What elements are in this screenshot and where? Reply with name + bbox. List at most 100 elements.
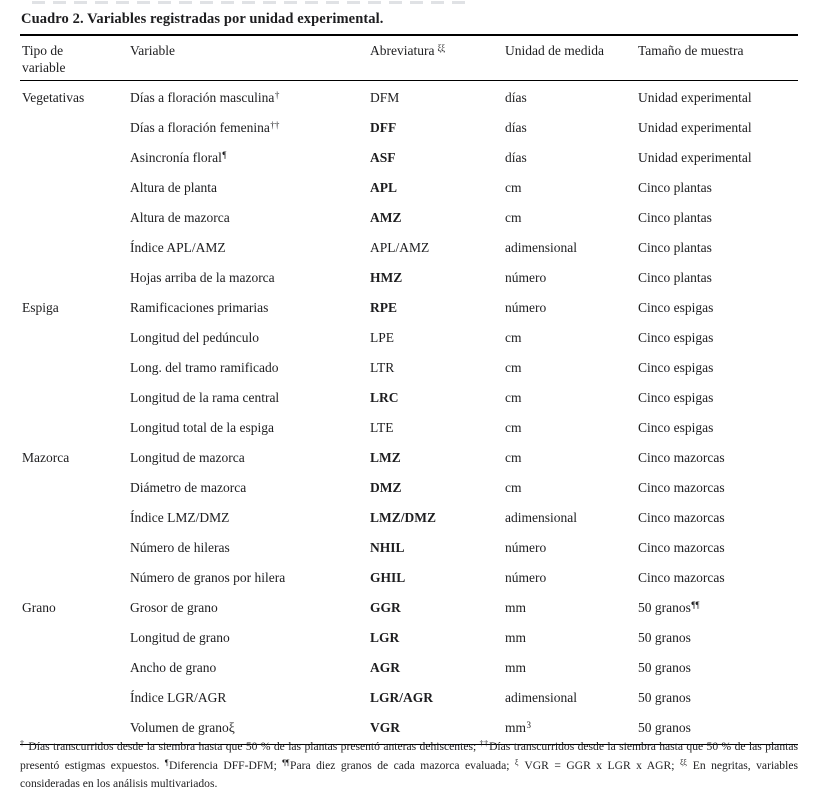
row-variable: Grosor de grano [130, 600, 218, 615]
row-sample-size: 50 granos¶¶ [638, 600, 700, 615]
row-abbreviation: APL/AMZ [370, 240, 430, 255]
row-sample-size: Cinco plantas [638, 240, 712, 255]
row-group-label [20, 233, 128, 263]
row-variable: Volumen de granoξ [130, 720, 235, 735]
row-group-label [20, 203, 128, 233]
row-sample-size: Unidad experimental [638, 120, 752, 135]
row-group-label [20, 533, 128, 563]
row-group-label: Mazorca [22, 450, 70, 465]
data-table: Tipo de variable Variable Abreviatura ξξ … [20, 34, 798, 745]
row-group-label [20, 383, 128, 413]
row-group-label [20, 473, 128, 503]
row-abbreviation: LRC [370, 390, 399, 405]
row-abbreviation: DFM [370, 90, 400, 105]
row-sample-size: 50 granos [638, 630, 691, 645]
row-abbreviation: NHIL [370, 540, 405, 555]
row-unit: días [505, 90, 527, 105]
row-sample-size: Unidad experimental [638, 150, 752, 165]
row-group-label: Grano [22, 600, 56, 615]
row-abbreviation: LGR/AGR [370, 690, 434, 705]
row-variable: Días a floración femenina†† [130, 120, 280, 135]
row-sample-size: Cinco plantas [638, 210, 712, 225]
row-variable: Altura de mazorca [130, 210, 230, 225]
row-abbreviation: DFF [370, 120, 397, 135]
row-abbreviation: RPE [370, 300, 397, 315]
row-group-label [20, 143, 128, 173]
row-abbreviation: GHIL [370, 570, 406, 585]
footnote: † Días transcurridos desde la siembra ha… [20, 738, 798, 796]
header-abreviatura-footnote-mark: ξξ [437, 43, 446, 53]
row-abbreviation: LGR [370, 630, 400, 645]
row-sample-size: Cinco espigas [638, 390, 714, 405]
table-body: Vegetativas Días a floración masculina† DF… [20, 81, 798, 745]
row-unit: días [505, 150, 527, 165]
row-variable: Número de hileras [130, 540, 230, 555]
row-abbreviation: LMZ/DMZ [370, 510, 436, 525]
row-variable: Días a floración masculina† [130, 90, 280, 105]
row-sample-size: Cinco mazorcas [638, 480, 725, 495]
row-variable: Longitud del pedúnculo [130, 330, 259, 345]
row-abbreviation: LTR [370, 360, 395, 375]
row-group-label [20, 653, 128, 683]
row-unit: días [505, 120, 527, 135]
row-sample-size: Cinco mazorcas [638, 510, 725, 525]
row-unit: cm [505, 330, 522, 345]
row-sample-size: Cinco espigas [638, 330, 714, 345]
table-header-row: Tipo de variable Variable Abreviatura ξξ … [20, 34, 798, 81]
row-group-label [20, 113, 128, 143]
row-unit: cm [505, 180, 522, 195]
row-variable: Diámetro de mazorca [130, 480, 247, 495]
header-variable: Variable [130, 43, 175, 58]
row-unit: adimensional [505, 690, 577, 705]
row-group-label [20, 263, 128, 293]
row-group-label [20, 323, 128, 353]
row-unit: cm [505, 360, 522, 375]
row-group-label [20, 623, 128, 653]
row-variable: Asincronía floral¶ [130, 150, 227, 165]
row-unit: cm [505, 480, 522, 495]
row-abbreviation: LPE [370, 330, 395, 345]
row-variable: Ramificaciones primarias [130, 300, 269, 315]
row-sample-size: Cinco espigas [638, 360, 714, 375]
row-abbreviation: LMZ [370, 450, 401, 465]
row-group-label [20, 413, 128, 443]
row-sample-size: Unidad experimental [638, 90, 752, 105]
row-variable: Índice LGR/AGR [130, 690, 227, 705]
row-unit: número [505, 570, 547, 585]
row-abbreviation: GGR [370, 600, 401, 615]
row-group-label [20, 503, 128, 533]
row-unit: mm [505, 630, 527, 645]
row-abbreviation: HMZ [370, 270, 403, 285]
row-unit: cm [505, 390, 522, 405]
row-variable: Longitud de mazorca [130, 450, 245, 465]
row-unit: cm [505, 450, 522, 465]
row-group-label [20, 563, 128, 593]
row-variable: Altura de planta [130, 180, 217, 195]
row-group-label [20, 353, 128, 383]
row-sample-size: 50 granos [638, 690, 691, 705]
row-abbreviation: LTE [370, 420, 394, 435]
row-sample-size: Cinco espigas [638, 420, 714, 435]
header-tipo-de-variable: Tipo de variable [22, 43, 66, 75]
row-variable: Índice APL/AMZ [130, 240, 226, 255]
row-abbreviation: APL [370, 180, 397, 195]
row-abbreviation: ASF [370, 150, 396, 165]
row-abbreviation: AMZ [370, 210, 402, 225]
row-unit: número [505, 540, 547, 555]
row-variable: Hojas arriba de la mazorca [130, 270, 275, 285]
cropped-text-remnant [32, 1, 472, 4]
row-unit: mm [505, 600, 527, 615]
row-abbreviation: AGR [370, 660, 400, 675]
row-group-label [20, 173, 128, 203]
row-sample-size: Cinco plantas [638, 270, 712, 285]
row-unit: cm [505, 210, 522, 225]
header-abreviatura: Abreviatura ξξ [370, 43, 446, 58]
row-unit: cm [505, 420, 522, 435]
row-sample-size: 50 granos [638, 720, 691, 735]
row-abbreviation: VGR [370, 720, 400, 735]
table-caption: Cuadro 2. Variables registradas por unid… [21, 11, 384, 27]
row-unit: mm [505, 660, 527, 675]
row-variable: Longitud de grano [130, 630, 230, 645]
row-abbreviation: DMZ [370, 480, 402, 495]
